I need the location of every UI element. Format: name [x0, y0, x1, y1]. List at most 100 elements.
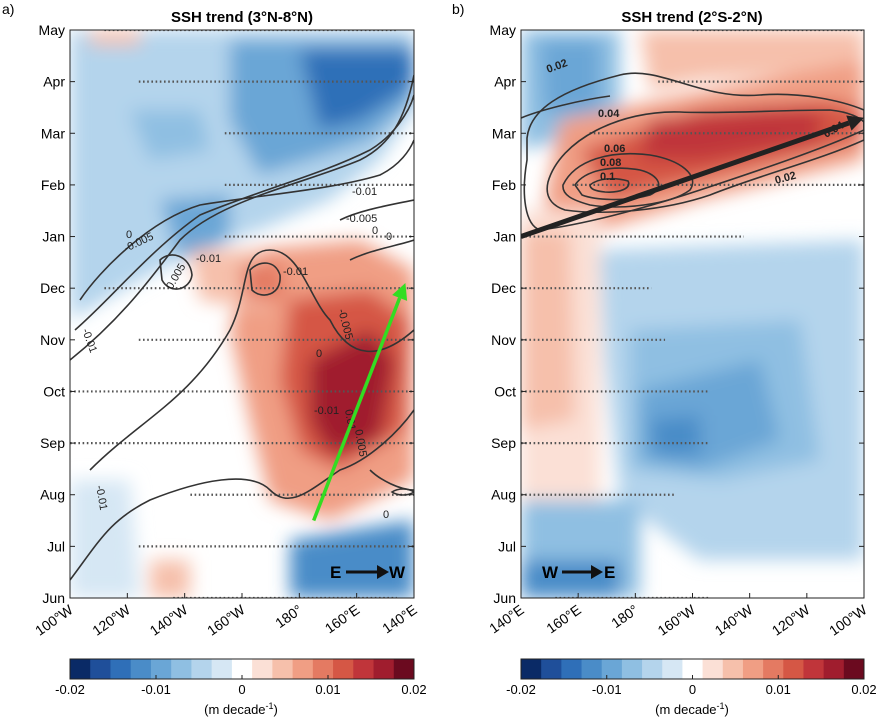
panel-b-title: SSH trend (2°S-2°N)	[621, 9, 762, 26]
contour-label: 0.02	[774, 170, 798, 187]
colorbar-swatch	[191, 659, 213, 679]
y-tick-label: Dec	[40, 280, 65, 296]
colorbar-swatch	[722, 659, 744, 679]
contour-label: -0.01	[352, 186, 377, 198]
colorbar-tick-label: 0.01	[766, 682, 791, 697]
x-axis-a: 100°W 120°W 140°W 160°W 180° 160°E 140°E	[32, 593, 420, 639]
arrow-head	[846, 115, 864, 131]
colorbar-tick-label: -0.01	[141, 682, 171, 697]
contour-label: 0.08	[600, 157, 621, 169]
colorbar-swatch	[662, 659, 683, 679]
y-tick-label: Jul	[47, 538, 65, 554]
contour-label: 0	[316, 348, 322, 360]
y-tick-label: Aug	[491, 487, 516, 503]
contour-label: -0.01	[314, 405, 339, 417]
colorbar-tick-label: 0.01	[315, 682, 340, 697]
colorbar-swatch	[312, 659, 334, 679]
panel-a-heatmap: 0 -0.005 -0.01 0.005 -0.01 -0.005 0 -0.0…	[70, 30, 414, 598]
colorbar-a-unit: (m decade-1)	[204, 701, 278, 717]
y-tick-label: Feb	[41, 177, 65, 193]
colorbar-swatch	[272, 659, 294, 679]
contours-a	[70, 74, 414, 581]
x-tick-label: 120°W	[89, 601, 133, 639]
colorbar-swatch	[353, 659, 375, 679]
colorbar-swatch	[843, 659, 865, 679]
y-tick-label: Apr	[494, 74, 516, 90]
contour-label: 0	[383, 509, 389, 521]
colorbar-swatch	[682, 659, 704, 679]
x-tick-label: 160°E	[543, 601, 584, 636]
y-tick-label: Nov	[491, 332, 516, 348]
colorbar-tick-label: 0.02	[401, 682, 426, 697]
y-tick-label: Aug	[40, 487, 65, 503]
x-tick-label: 140°W	[712, 601, 756, 639]
colorbar-swatch	[521, 659, 542, 679]
x-tick-label: 140°W	[147, 601, 191, 639]
propagation-arrow-a	[312, 283, 408, 522]
y-tick-label: Apr	[43, 74, 65, 90]
y-tick-label: Mar	[492, 125, 516, 141]
colorbar-swatch	[561, 659, 583, 679]
x-tick-label: 180°	[272, 601, 305, 631]
colorbar-swatch	[763, 659, 784, 679]
panel-a-label: a)	[2, 1, 14, 17]
colorbar-swatch	[783, 659, 804, 679]
y-axis-a: Jun Jul Aug Sep Oct Nov Dec Jan Feb Mar Apr May	[39, 22, 414, 606]
colorbar-swatch	[110, 659, 132, 679]
panel-a-title: SSH trend (3°N-8°N)	[171, 9, 313, 26]
y-axis-b: Jun Jul Aug Sep Oct Nov Dec Jan Feb Mar Apr May	[490, 22, 864, 606]
colorbar-a: -0.02 -0.01 0 0.01 0.02	[55, 658, 427, 697]
colorbar-swatch	[171, 659, 192, 679]
y-tick-label: Jun	[493, 590, 516, 606]
colorbar-swatch	[70, 659, 91, 679]
y-tick-label: Oct	[43, 383, 65, 399]
panel-b-heatmap: 0.02 0.04 0.06 0.08 0.1 0.02 0.04 W E	[521, 30, 864, 598]
y-tick-label: Dec	[491, 280, 516, 296]
colorbar-swatch	[252, 659, 273, 679]
colorbar-swatch	[642, 659, 663, 679]
colorbar-swatch	[621, 659, 643, 679]
y-tick-label: Sep	[491, 435, 516, 451]
x-tick-label: 180°	[608, 601, 641, 631]
y-tick-label: Nov	[40, 332, 65, 348]
stipple-b	[521, 30, 864, 598]
colorbar-swatch	[373, 659, 395, 679]
x-tick-label: 120°W	[769, 601, 813, 639]
colorbar-tick-label: 0	[238, 682, 245, 697]
colorbar-tick-label: -0.02	[55, 682, 85, 697]
contour-label: -0.01	[196, 253, 221, 265]
direction-to-a: W	[389, 563, 406, 582]
colorbar-swatch	[823, 659, 845, 679]
contour-label: 0	[372, 225, 378, 237]
arrow-shaft	[521, 120, 850, 239]
arrow-shaft	[312, 297, 402, 522]
contour-label: 0.06	[604, 143, 625, 155]
contour-label: -0.005	[346, 213, 377, 225]
contour-label: 0.005	[352, 428, 369, 457]
colorbar-swatch	[601, 659, 623, 679]
y-tick-label: May	[39, 22, 65, 38]
y-tick-label: Feb	[492, 177, 516, 193]
direction-label-a: E W	[330, 563, 406, 582]
colorbar-swatch	[211, 659, 233, 679]
arrow-head	[392, 283, 408, 301]
colorbar-swatch	[742, 659, 764, 679]
contour-label: 0	[126, 229, 132, 241]
direction-from-a: E	[330, 563, 341, 582]
direction-to-b: E	[604, 563, 615, 582]
y-tick-label: Jun	[42, 590, 65, 606]
colorbar-swatch	[393, 659, 415, 679]
y-tick-label: Jan	[493, 229, 516, 245]
x-tick-label: 140°E	[379, 601, 420, 636]
colorbar-b-unit: (m decade-1)	[655, 701, 729, 717]
colorbar-tick-label: 0.02	[851, 682, 876, 697]
y-tick-label: Jul	[498, 538, 516, 554]
x-axis-b: 140°E 160°E 180° 160°W 140°W 120°W 100°W	[486, 593, 870, 639]
contour-label: -0.01	[93, 484, 109, 511]
contour-label: 0	[386, 231, 392, 243]
y-tick-label: Oct	[494, 383, 516, 399]
colorbar-swatch	[333, 659, 354, 679]
x-tick-label: 160°W	[654, 601, 698, 639]
colorbar-b: -0.02 -0.01 0 0.01 0.02	[506, 658, 877, 697]
